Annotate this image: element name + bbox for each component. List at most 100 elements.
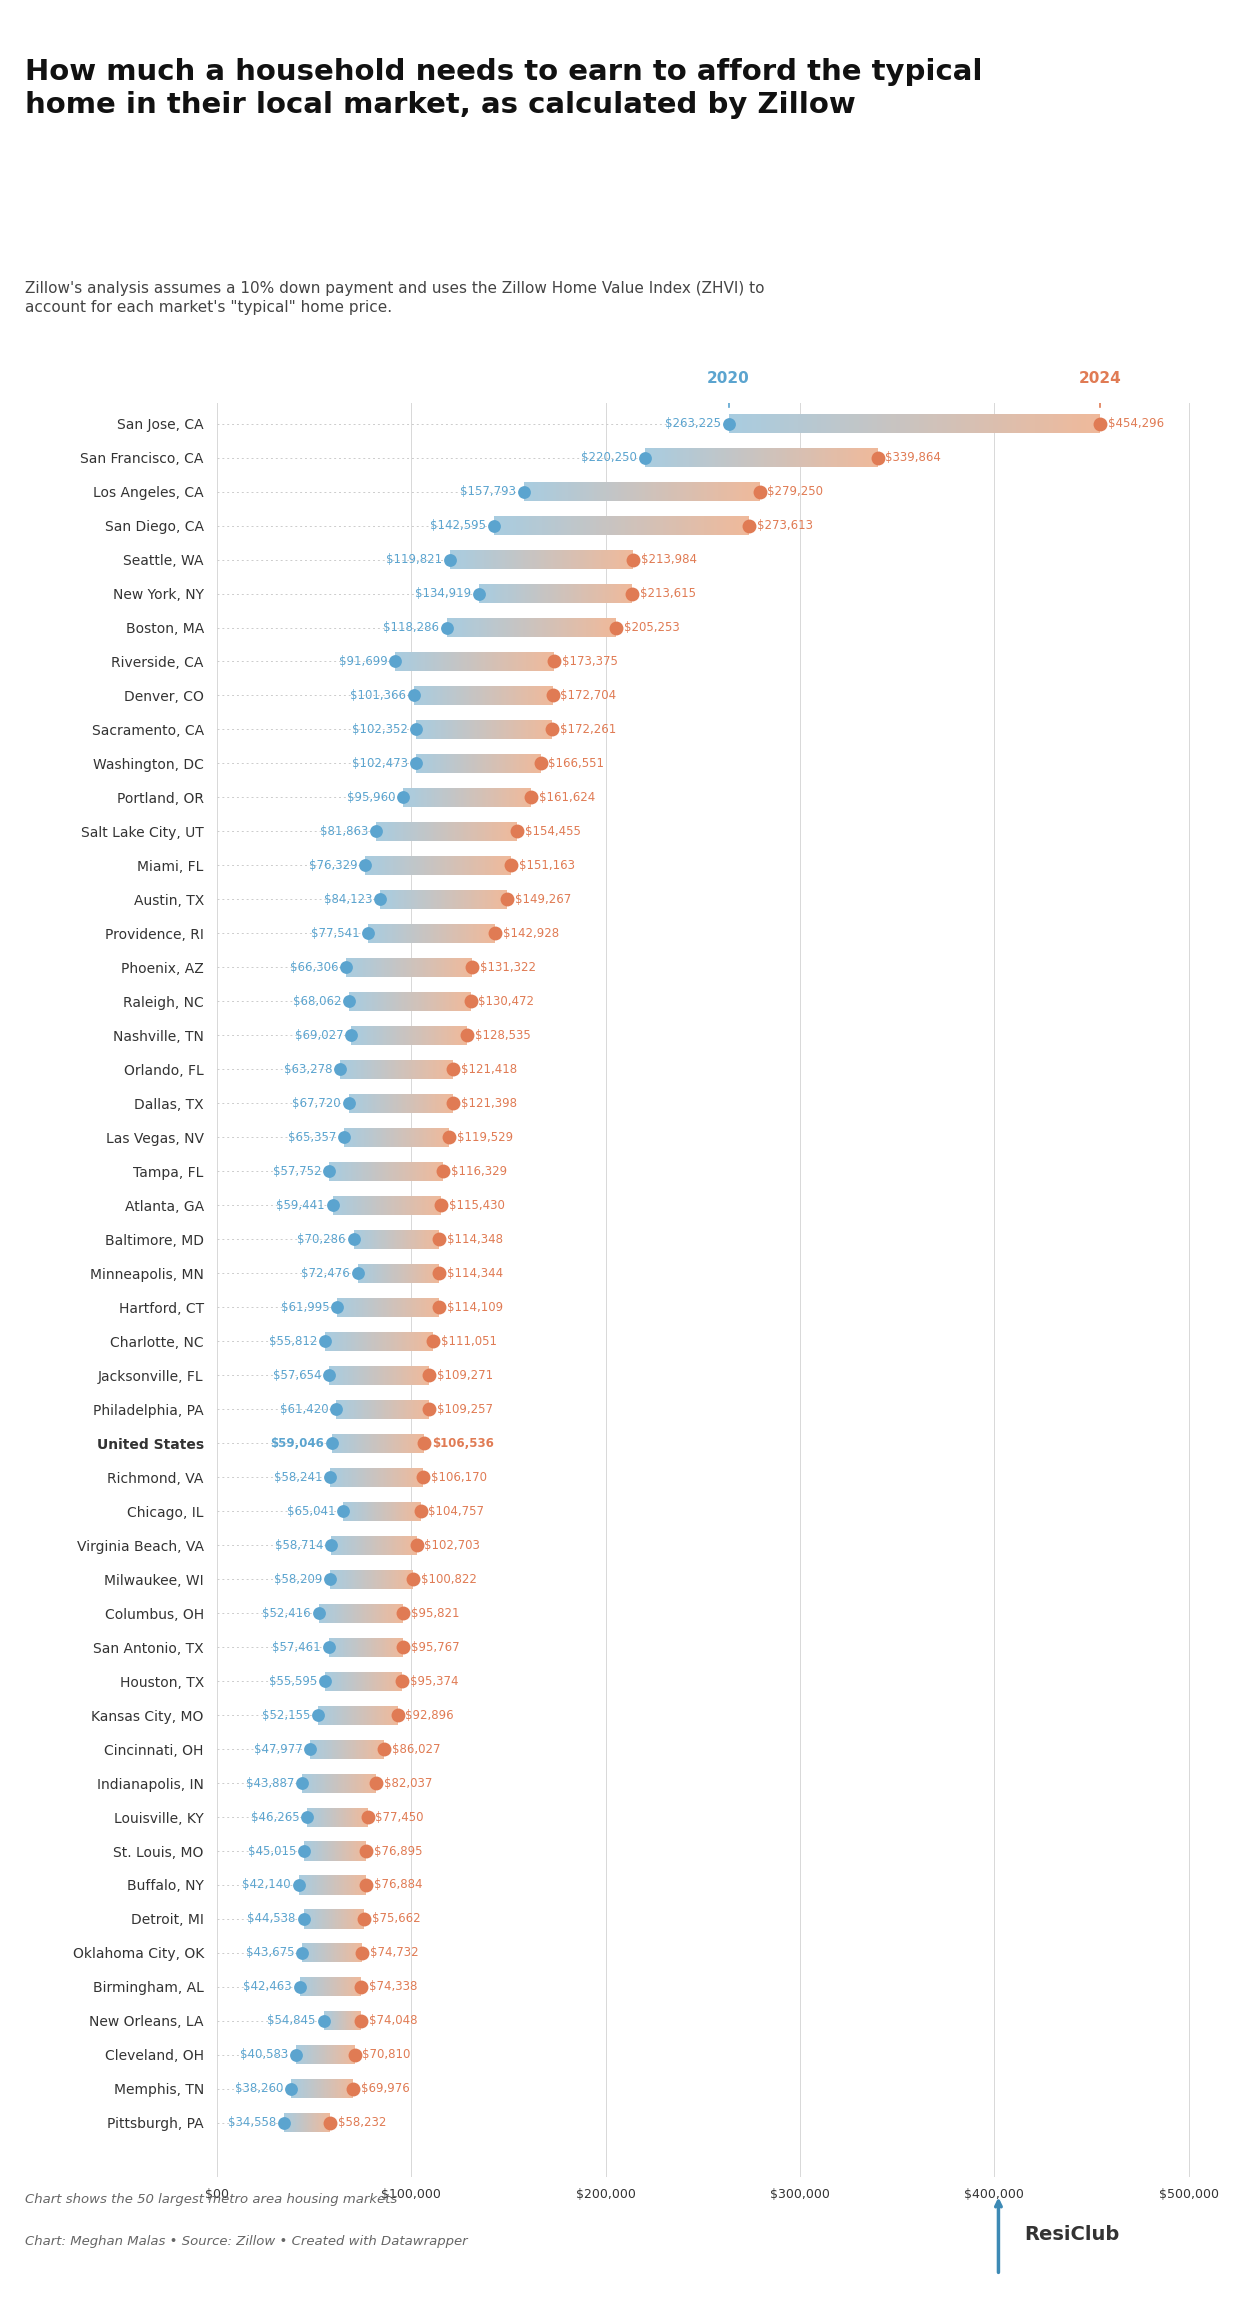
- Text: $86,027: $86,027: [392, 1742, 440, 1756]
- Text: Zillow's analysis assumes a 10% down payment and uses the Zillow Home Value Inde: Zillow's analysis assumes a 10% down pay…: [25, 281, 764, 316]
- Text: $84,123: $84,123: [324, 894, 373, 905]
- Text: $77,541: $77,541: [311, 926, 360, 940]
- Text: $115,430: $115,430: [449, 1198, 505, 1212]
- Text: $74,338: $74,338: [370, 1981, 418, 1993]
- Text: $63,278: $63,278: [284, 1062, 332, 1076]
- Point: [320, 1458, 340, 1495]
- Text: $92,896: $92,896: [405, 1710, 454, 1721]
- Text: $102,352: $102,352: [352, 723, 408, 735]
- Point: [484, 507, 503, 544]
- Point: [507, 813, 527, 850]
- Point: [319, 1357, 339, 1394]
- Text: $75,662: $75,662: [372, 1912, 420, 1926]
- Text: $205,253: $205,253: [624, 622, 680, 634]
- Text: $82,037: $82,037: [384, 1776, 433, 1790]
- Text: $339,864: $339,864: [885, 452, 941, 463]
- Point: [320, 1152, 340, 1189]
- Point: [326, 1392, 346, 1428]
- Text: $142,595: $142,595: [430, 518, 486, 532]
- Point: [358, 915, 378, 952]
- Point: [543, 677, 563, 714]
- Text: 2020: 2020: [707, 371, 750, 387]
- Text: $454,296: $454,296: [1107, 417, 1164, 431]
- Point: [868, 440, 888, 477]
- Text: $42,140: $42,140: [243, 1878, 291, 1892]
- Text: $61,420: $61,420: [280, 1403, 329, 1415]
- Text: ResiClub: ResiClub: [1024, 2226, 1120, 2244]
- Point: [443, 1085, 463, 1122]
- Text: $52,155: $52,155: [262, 1710, 310, 1721]
- Text: $154,455: $154,455: [525, 825, 580, 839]
- Text: $213,615: $213,615: [640, 588, 696, 599]
- Text: $57,654: $57,654: [273, 1369, 321, 1382]
- Point: [334, 1120, 353, 1157]
- Text: $65,357: $65,357: [288, 1131, 336, 1143]
- Point: [334, 1493, 353, 1530]
- Point: [413, 1458, 433, 1495]
- Point: [429, 1256, 449, 1293]
- Point: [315, 1322, 335, 1359]
- Text: $109,257: $109,257: [438, 1403, 494, 1415]
- Point: [622, 576, 642, 613]
- Point: [320, 2104, 340, 2140]
- Point: [719, 406, 739, 442]
- Point: [321, 1528, 341, 1564]
- Point: [374, 1730, 394, 1767]
- Text: $213,984: $213,984: [641, 553, 697, 567]
- Point: [433, 1152, 453, 1189]
- Point: [290, 1968, 310, 2004]
- Point: [750, 472, 770, 509]
- Text: $121,398: $121,398: [461, 1097, 517, 1111]
- Text: $157,793: $157,793: [460, 486, 516, 498]
- Point: [352, 1968, 372, 2004]
- Point: [340, 984, 360, 1021]
- Point: [606, 608, 626, 645]
- Point: [286, 2037, 306, 2074]
- Point: [392, 1663, 412, 1700]
- Point: [366, 813, 386, 850]
- Point: [294, 1901, 314, 1938]
- Point: [463, 949, 482, 986]
- Point: [343, 1221, 363, 1258]
- Text: $70,810: $70,810: [362, 2048, 410, 2062]
- Point: [322, 1424, 342, 1461]
- Text: Chart shows the 50 largest metro area housing markets: Chart shows the 50 largest metro area ho…: [25, 2193, 397, 2207]
- Point: [443, 1051, 463, 1087]
- Text: $69,027: $69,027: [295, 1030, 343, 1041]
- Text: $74,048: $74,048: [368, 2014, 417, 2028]
- Text: $95,767: $95,767: [410, 1640, 460, 1654]
- Text: $54,845: $54,845: [268, 2014, 316, 2028]
- Text: $66,306: $66,306: [290, 961, 339, 975]
- Text: $102,473: $102,473: [352, 758, 408, 770]
- Point: [348, 1256, 368, 1293]
- Point: [357, 1866, 377, 1903]
- Text: $43,887: $43,887: [247, 1776, 295, 1790]
- Text: $100,822: $100,822: [420, 1574, 476, 1585]
- Point: [315, 1663, 335, 1700]
- Point: [531, 744, 551, 781]
- Point: [345, 2037, 365, 2074]
- Text: $130,472: $130,472: [479, 995, 534, 1007]
- Text: $40,583: $40,583: [239, 2048, 288, 2062]
- Point: [393, 1629, 413, 1666]
- Text: $69,976: $69,976: [361, 2083, 409, 2094]
- Text: $106,536: $106,536: [432, 1438, 494, 1449]
- Text: $68,062: $68,062: [293, 995, 341, 1007]
- Text: $95,374: $95,374: [410, 1675, 459, 1687]
- Text: $58,232: $58,232: [339, 2117, 387, 2129]
- Point: [327, 1288, 347, 1325]
- Text: $74,732: $74,732: [370, 1947, 419, 1958]
- Text: $149,267: $149,267: [515, 894, 572, 905]
- Point: [485, 915, 505, 952]
- Text: $67,720: $67,720: [293, 1097, 341, 1111]
- Text: $220,250: $220,250: [582, 452, 637, 463]
- Point: [336, 949, 356, 986]
- Point: [622, 541, 642, 578]
- Point: [419, 1357, 439, 1394]
- Text: $161,624: $161,624: [539, 790, 595, 804]
- Point: [341, 1016, 361, 1053]
- Point: [739, 507, 759, 544]
- Text: $57,461: $57,461: [273, 1640, 321, 1654]
- Text: $58,209: $58,209: [274, 1574, 322, 1585]
- Point: [521, 779, 541, 816]
